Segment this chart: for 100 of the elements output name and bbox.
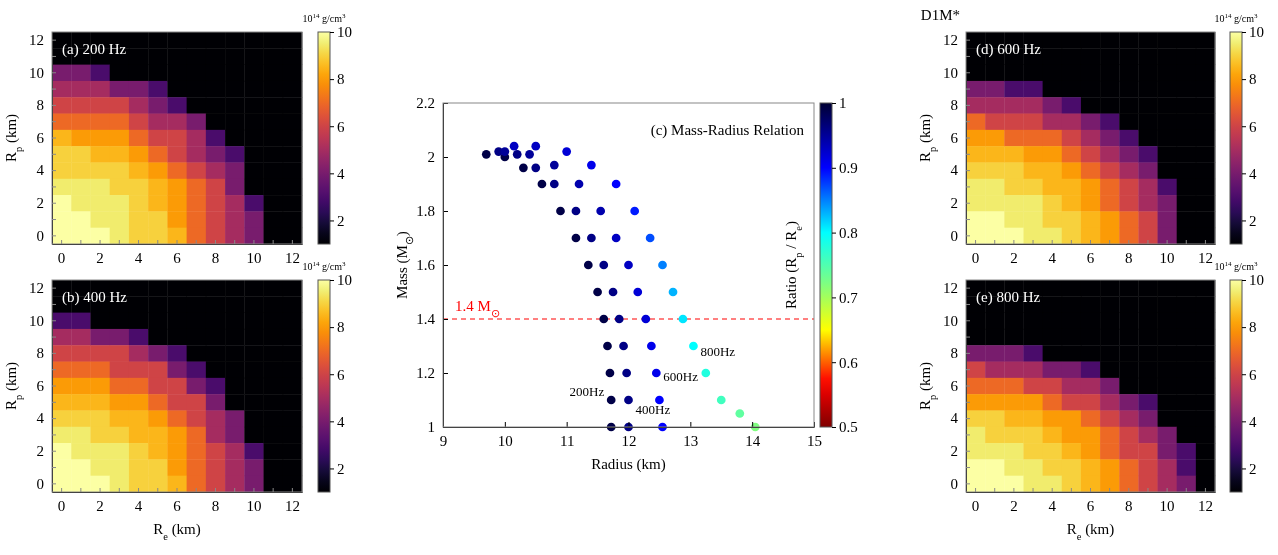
color-bar-label: 8 — [1249, 71, 1257, 88]
x-tick-label: 10 — [1159, 249, 1175, 266]
y-tick-label: 12 — [943, 31, 958, 48]
color-bar-label: 4 — [1249, 165, 1257, 182]
y-tick-label: 0 — [36, 475, 44, 492]
text: (d) 600 Hz — [976, 41, 1042, 58]
y-tick-label: 10 — [29, 64, 44, 81]
y-tick-label: 2.2 — [416, 95, 435, 112]
y-tick-label: 12 — [943, 279, 958, 296]
y-tick-label: 12 — [29, 31, 44, 48]
x-tick-label: 6 — [1086, 497, 1095, 514]
x-tick-label: 11 — [559, 432, 575, 449]
color-bar-label: 8 — [337, 319, 345, 336]
color-bar-title: 10$^{14}$ g/cm$^{3}$ — [302, 260, 346, 272]
y-tick-label: 1.2 — [416, 365, 435, 382]
x-tick-label: 10 — [246, 249, 262, 266]
color-bar-title: 10$^{14}$ g/cm$^{3}$ — [302, 12, 346, 24]
y-tick-label: 10 — [943, 312, 958, 329]
y-tick-label: 2 — [950, 443, 958, 460]
x-axis-title: R$_{e}$ (km) — [1066, 521, 1115, 542]
text: (b) 400 Hz — [62, 289, 128, 306]
x-tick-label: 8 — [1125, 497, 1133, 514]
color-bar-label: 2 — [337, 212, 345, 229]
x-axis-title: Radius (km) — [591, 456, 666, 473]
y-tick-label: 1.8 — [416, 203, 435, 220]
x-tick-label: 0 — [57, 249, 66, 266]
x-tick-label: 2 — [1010, 497, 1018, 514]
y-tick-label: 2 — [36, 195, 44, 212]
color-bar-label: 0.7 — [839, 289, 859, 306]
x-tick-label: 12 — [621, 432, 637, 449]
x-tick-label: 4 — [134, 497, 143, 514]
x-tick-label: 9 — [439, 432, 448, 449]
x-tick-label: 4 — [1048, 497, 1057, 514]
x-tick-label: 0 — [57, 497, 66, 514]
color-bar-label: 4 — [337, 413, 345, 430]
color-bar-label: 6 — [337, 118, 345, 135]
series-label: 800Hz — [700, 344, 736, 359]
x-tick-label: 2 — [96, 249, 104, 266]
x-tick-label: 2 — [1010, 249, 1018, 266]
y-tick-label: 2 — [36, 443, 44, 460]
x-tick-label: 6 — [173, 497, 182, 514]
text: (c) Mass-Radius Relation — [650, 122, 805, 139]
color-bar-label: 8 — [337, 71, 345, 88]
x-tick-label: 4 — [134, 249, 143, 266]
color-bar-label: 2 — [1249, 212, 1257, 229]
color-bar-label: 10 — [337, 24, 352, 41]
y-tick-label: 1.6 — [416, 257, 436, 274]
y-tick-label: 10 — [943, 64, 958, 81]
x-tick-label: 10 — [1159, 497, 1175, 514]
y-tick-label: 6 — [36, 129, 45, 146]
color-bar-label: 10 — [1249, 272, 1264, 289]
y-tick-label: 12 — [29, 279, 44, 296]
x-tick-label: 8 — [1125, 249, 1133, 266]
x-tick-label: 10 — [246, 497, 262, 514]
series-label: 200Hz — [569, 384, 605, 399]
color-bar-label: 10 — [1249, 24, 1264, 41]
color-bar-label: 6 — [1249, 118, 1257, 135]
y-tick-label: 2 — [950, 195, 958, 212]
color-bar-title: 10$^{14}$ g/cm$^{3}$ — [1214, 260, 1258, 272]
y-tick-label: 6 — [950, 129, 959, 146]
y-tick-label: 8 — [950, 345, 958, 362]
y-tick-label: 4 — [36, 410, 45, 427]
x-tick-label: 12 — [284, 249, 300, 266]
color-bar-label: 0.5 — [839, 419, 858, 436]
y-tick-label: 4 — [36, 162, 45, 179]
y-tick-label: 1.4 — [416, 311, 436, 328]
color-bar-title: 10$^{14}$ g/cm$^{3}$ — [1214, 12, 1258, 24]
ref-line-label: 1.4 M$_{⊙}$ — [455, 298, 500, 319]
x-tick-label: 0 — [971, 497, 980, 514]
color-bar-label: 0.8 — [839, 224, 858, 241]
text: (e) 800 Hz — [976, 289, 1041, 306]
y-tick-label: 8 — [36, 97, 44, 114]
x-tick-label: 10 — [497, 432, 513, 449]
x-tick-label: 6 — [1086, 249, 1095, 266]
y-tick-label: 0 — [950, 227, 958, 244]
x-tick-label: 2 — [96, 497, 104, 514]
y-tick-label: 2 — [427, 149, 435, 166]
series-label: 400Hz — [635, 402, 671, 417]
x-tick-label: 0 — [971, 249, 980, 266]
y-tick-label: 8 — [950, 97, 958, 114]
y-tick-label: 6 — [36, 377, 45, 394]
color-bar-label: 0.9 — [839, 160, 858, 177]
color-bar-label: 0.6 — [839, 354, 859, 371]
y-tick-label: 6 — [950, 377, 959, 394]
color-bar-label: 2 — [337, 460, 345, 477]
x-tick-label: 14 — [745, 432, 761, 449]
x-tick-label: 4 — [1048, 249, 1057, 266]
color-bar-label: 8 — [1249, 319, 1257, 336]
x-tick-label: 12 — [284, 497, 300, 514]
x-tick-label: 8 — [211, 249, 220, 266]
x-tick-label: 12 — [1197, 249, 1213, 266]
y-tick-label: 0 — [950, 475, 958, 492]
text: D1M* — [920, 7, 960, 23]
color-bar-label: 2 — [1249, 460, 1257, 477]
y-tick-label: 4 — [950, 162, 959, 179]
color-bar-label: 6 — [337, 366, 345, 383]
y-tick-label: 10 — [29, 312, 44, 329]
color-bar-label: 4 — [337, 165, 345, 182]
y-tick-label: 8 — [36, 345, 44, 362]
color-bar-label: 1 — [839, 95, 847, 112]
